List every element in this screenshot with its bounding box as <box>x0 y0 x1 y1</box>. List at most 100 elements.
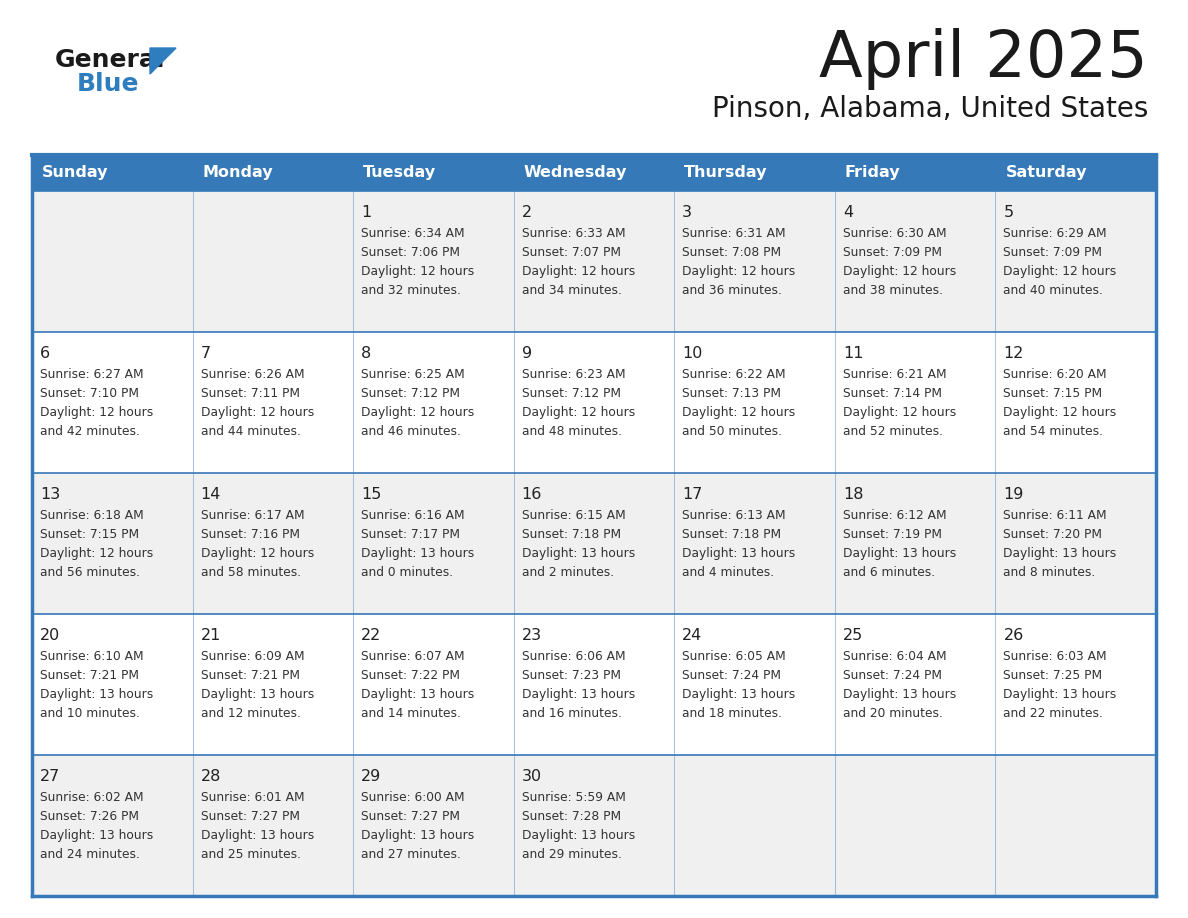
Text: 21: 21 <box>201 628 221 643</box>
Text: Sunrise: 6:34 AM: Sunrise: 6:34 AM <box>361 227 465 240</box>
Text: and 24 minutes.: and 24 minutes. <box>40 848 140 861</box>
Text: Sunset: 7:13 PM: Sunset: 7:13 PM <box>682 387 782 400</box>
Text: 25: 25 <box>842 628 864 643</box>
Text: 12: 12 <box>1004 346 1024 361</box>
Text: 9: 9 <box>522 346 532 361</box>
Text: 6: 6 <box>40 346 50 361</box>
Text: and 48 minutes.: and 48 minutes. <box>522 425 621 438</box>
Text: Sunrise: 6:23 AM: Sunrise: 6:23 AM <box>522 368 625 381</box>
Text: 10: 10 <box>682 346 702 361</box>
Text: Sunset: 7:20 PM: Sunset: 7:20 PM <box>1004 528 1102 541</box>
Text: Sunrise: 6:26 AM: Sunrise: 6:26 AM <box>201 368 304 381</box>
Text: 14: 14 <box>201 487 221 502</box>
Text: and 0 minutes.: and 0 minutes. <box>361 566 454 579</box>
Text: Daylight: 12 hours: Daylight: 12 hours <box>1004 406 1117 419</box>
Text: and 32 minutes.: and 32 minutes. <box>361 284 461 297</box>
Text: Sunset: 7:21 PM: Sunset: 7:21 PM <box>40 669 139 682</box>
Text: Daylight: 13 hours: Daylight: 13 hours <box>361 688 474 701</box>
Text: Daylight: 12 hours: Daylight: 12 hours <box>361 265 474 278</box>
Text: Daylight: 13 hours: Daylight: 13 hours <box>522 688 634 701</box>
Text: Sunset: 7:16 PM: Sunset: 7:16 PM <box>201 528 299 541</box>
Text: Pinson, Alabama, United States: Pinson, Alabama, United States <box>712 95 1148 123</box>
Text: Sunrise: 6:02 AM: Sunrise: 6:02 AM <box>40 791 144 804</box>
Text: Daylight: 12 hours: Daylight: 12 hours <box>682 265 796 278</box>
Text: 7: 7 <box>201 346 210 361</box>
Text: Blue: Blue <box>77 72 139 96</box>
Text: 22: 22 <box>361 628 381 643</box>
Text: Sunset: 7:19 PM: Sunset: 7:19 PM <box>842 528 942 541</box>
Text: Sunrise: 6:25 AM: Sunrise: 6:25 AM <box>361 368 465 381</box>
Text: and 10 minutes.: and 10 minutes. <box>40 707 140 720</box>
Text: Sunset: 7:09 PM: Sunset: 7:09 PM <box>1004 246 1102 259</box>
Text: April 2025: April 2025 <box>820 28 1148 90</box>
Text: Daylight: 13 hours: Daylight: 13 hours <box>40 829 153 842</box>
Text: Sunrise: 6:12 AM: Sunrise: 6:12 AM <box>842 509 947 522</box>
Text: Sunrise: 6:16 AM: Sunrise: 6:16 AM <box>361 509 465 522</box>
Text: 23: 23 <box>522 628 542 643</box>
Text: Daylight: 12 hours: Daylight: 12 hours <box>522 265 634 278</box>
Text: 5: 5 <box>1004 205 1013 220</box>
Text: 15: 15 <box>361 487 381 502</box>
Text: Daylight: 12 hours: Daylight: 12 hours <box>522 406 634 419</box>
Text: 26: 26 <box>1004 628 1024 643</box>
Text: Daylight: 13 hours: Daylight: 13 hours <box>522 829 634 842</box>
Text: Sunset: 7:17 PM: Sunset: 7:17 PM <box>361 528 460 541</box>
Text: General: General <box>55 48 165 72</box>
Text: Daylight: 13 hours: Daylight: 13 hours <box>40 688 153 701</box>
Text: 1: 1 <box>361 205 372 220</box>
Text: Sunset: 7:28 PM: Sunset: 7:28 PM <box>522 810 621 823</box>
Text: and 25 minutes.: and 25 minutes. <box>201 848 301 861</box>
Text: Sunset: 7:11 PM: Sunset: 7:11 PM <box>201 387 299 400</box>
Text: 30: 30 <box>522 769 542 784</box>
Text: Daylight: 12 hours: Daylight: 12 hours <box>842 265 956 278</box>
Text: and 14 minutes.: and 14 minutes. <box>361 707 461 720</box>
Text: and 56 minutes.: and 56 minutes. <box>40 566 140 579</box>
Text: 20: 20 <box>40 628 61 643</box>
Text: 28: 28 <box>201 769 221 784</box>
Text: Sunrise: 6:21 AM: Sunrise: 6:21 AM <box>842 368 947 381</box>
Text: Daylight: 12 hours: Daylight: 12 hours <box>682 406 796 419</box>
Text: 27: 27 <box>40 769 61 784</box>
Text: Daylight: 12 hours: Daylight: 12 hours <box>40 547 153 560</box>
Text: Sunrise: 6:13 AM: Sunrise: 6:13 AM <box>682 509 786 522</box>
Text: and 4 minutes.: and 4 minutes. <box>682 566 775 579</box>
Text: Sunset: 7:24 PM: Sunset: 7:24 PM <box>842 669 942 682</box>
Text: Tuesday: Tuesday <box>364 165 436 181</box>
Text: Sunrise: 6:27 AM: Sunrise: 6:27 AM <box>40 368 144 381</box>
Text: and 2 minutes.: and 2 minutes. <box>522 566 614 579</box>
Text: and 46 minutes.: and 46 minutes. <box>361 425 461 438</box>
Text: Sunset: 7:14 PM: Sunset: 7:14 PM <box>842 387 942 400</box>
Text: Daylight: 13 hours: Daylight: 13 hours <box>1004 688 1117 701</box>
Text: and 22 minutes.: and 22 minutes. <box>1004 707 1104 720</box>
Text: Thursday: Thursday <box>684 165 767 181</box>
Text: Daylight: 12 hours: Daylight: 12 hours <box>40 406 153 419</box>
Text: and 54 minutes.: and 54 minutes. <box>1004 425 1104 438</box>
Bar <box>32 191 1156 332</box>
Text: 29: 29 <box>361 769 381 784</box>
Bar <box>32 614 1156 755</box>
Text: 19: 19 <box>1004 487 1024 502</box>
Text: and 50 minutes.: and 50 minutes. <box>682 425 782 438</box>
Text: Sunset: 7:21 PM: Sunset: 7:21 PM <box>201 669 299 682</box>
Text: Sunrise: 6:18 AM: Sunrise: 6:18 AM <box>40 509 144 522</box>
Bar <box>32 332 1156 473</box>
Text: Sunset: 7:06 PM: Sunset: 7:06 PM <box>361 246 460 259</box>
Text: Saturday: Saturday <box>1005 165 1087 181</box>
Text: Sunset: 7:15 PM: Sunset: 7:15 PM <box>1004 387 1102 400</box>
Text: Sunrise: 6:11 AM: Sunrise: 6:11 AM <box>1004 509 1107 522</box>
Text: 18: 18 <box>842 487 864 502</box>
Text: Daylight: 13 hours: Daylight: 13 hours <box>201 688 314 701</box>
Text: Daylight: 13 hours: Daylight: 13 hours <box>522 547 634 560</box>
Text: Wednesday: Wednesday <box>524 165 627 181</box>
Text: Daylight: 12 hours: Daylight: 12 hours <box>361 406 474 419</box>
Bar <box>32 755 1156 896</box>
Text: Sunset: 7:23 PM: Sunset: 7:23 PM <box>522 669 620 682</box>
Text: 17: 17 <box>682 487 702 502</box>
Text: 4: 4 <box>842 205 853 220</box>
Text: 11: 11 <box>842 346 864 361</box>
Text: Sunset: 7:09 PM: Sunset: 7:09 PM <box>842 246 942 259</box>
Text: Sunrise: 6:03 AM: Sunrise: 6:03 AM <box>1004 650 1107 663</box>
Text: and 18 minutes.: and 18 minutes. <box>682 707 782 720</box>
Text: Sunset: 7:12 PM: Sunset: 7:12 PM <box>522 387 620 400</box>
Text: Daylight: 13 hours: Daylight: 13 hours <box>201 829 314 842</box>
